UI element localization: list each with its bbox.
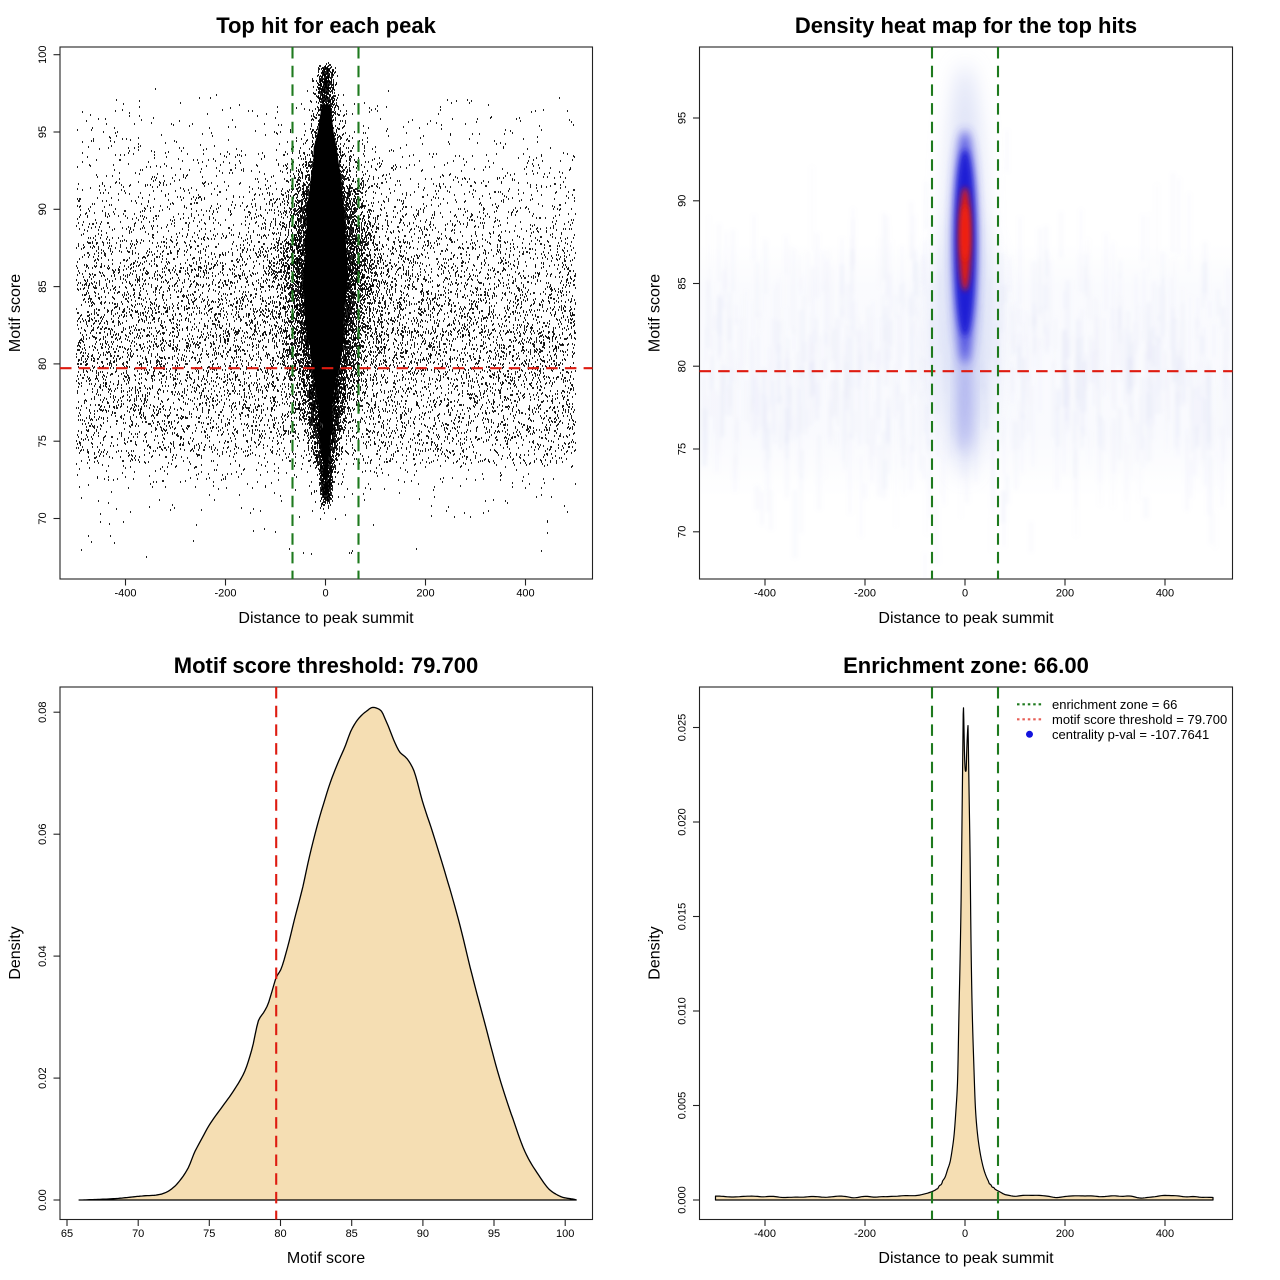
svg-text:Motif score: Motif score — [647, 274, 664, 352]
svg-text:90: 90 — [677, 195, 689, 207]
svg-text:-400: -400 — [754, 588, 776, 600]
svg-text:0: 0 — [962, 1228, 968, 1240]
svg-text:motif score threshold = 79.700: motif score threshold = 79.700 — [1052, 712, 1227, 727]
svg-text:Density: Density — [647, 926, 664, 979]
svg-text:75: 75 — [37, 435, 49, 447]
svg-text:0.02: 0.02 — [37, 1067, 49, 1088]
svg-text:Motif score: Motif score — [7, 274, 24, 352]
svg-text:Distance to peak summit: Distance to peak summit — [878, 1250, 1054, 1267]
svg-text:75: 75 — [203, 1228, 215, 1240]
svg-text:Motif score: Motif score — [287, 1250, 365, 1267]
svg-text:0: 0 — [322, 588, 328, 600]
svg-text:85: 85 — [37, 280, 49, 292]
svg-text:400: 400 — [1156, 588, 1174, 600]
svg-text:Enrichment zone: 66.00: Enrichment zone: 66.00 — [843, 653, 1089, 678]
svg-text:0.020: 0.020 — [677, 808, 689, 836]
svg-text:-400: -400 — [754, 1228, 776, 1240]
svg-text:80: 80 — [274, 1228, 286, 1240]
svg-text:-200: -200 — [854, 1228, 876, 1240]
svg-text:200: 200 — [1056, 588, 1074, 600]
svg-text:0.000: 0.000 — [677, 1186, 689, 1214]
svg-text:100: 100 — [37, 46, 49, 64]
svg-text:-400: -400 — [114, 588, 136, 600]
svg-text:0.06: 0.06 — [37, 823, 49, 844]
svg-text:Distance to peak summit: Distance to peak summit — [238, 610, 414, 627]
svg-text:Density: Density — [7, 926, 24, 979]
svg-text:80: 80 — [677, 360, 689, 372]
svg-text:0.025: 0.025 — [677, 714, 689, 742]
svg-text:200: 200 — [1056, 1228, 1074, 1240]
svg-text:70: 70 — [677, 526, 689, 538]
svg-text:75: 75 — [677, 443, 689, 455]
svg-text:Top hit for each peak: Top hit for each peak — [216, 13, 436, 38]
svg-text:85: 85 — [677, 277, 689, 289]
svg-text:0: 0 — [962, 588, 968, 600]
svg-text:enrichment zone = 66: enrichment zone = 66 — [1052, 697, 1177, 712]
svg-text:-200: -200 — [214, 588, 236, 600]
svg-text:0.00: 0.00 — [37, 1189, 49, 1210]
svg-text:0.005: 0.005 — [677, 1092, 689, 1120]
svg-text:0.04: 0.04 — [37, 945, 49, 966]
svg-text:200: 200 — [416, 588, 434, 600]
svg-text:Motif score threshold: 79.700: Motif score threshold: 79.700 — [174, 653, 478, 678]
svg-text:Density heat map for the top h: Density heat map for the top hits — [795, 13, 1137, 38]
svg-text:0.08: 0.08 — [37, 701, 49, 722]
svg-text:400: 400 — [516, 588, 534, 600]
svg-text:65: 65 — [61, 1228, 73, 1240]
svg-text:70: 70 — [132, 1228, 144, 1240]
svg-text:Distance to peak summit: Distance to peak summit — [878, 610, 1054, 627]
svg-text:95: 95 — [488, 1228, 500, 1240]
svg-text:400: 400 — [1156, 1228, 1174, 1240]
svg-text:80: 80 — [37, 358, 49, 370]
svg-text:0.010: 0.010 — [677, 997, 689, 1025]
svg-text:centrality p-val = -107.7641: centrality p-val = -107.7641 — [1052, 727, 1209, 742]
svg-text:-200: -200 — [854, 588, 876, 600]
svg-text:70: 70 — [37, 512, 49, 524]
svg-text:0.015: 0.015 — [677, 903, 689, 931]
svg-text:90: 90 — [417, 1228, 429, 1240]
svg-text:90: 90 — [37, 203, 49, 215]
svg-text:95: 95 — [677, 112, 689, 124]
svg-text:85: 85 — [346, 1228, 358, 1240]
svg-text:95: 95 — [37, 126, 49, 138]
svg-text:100: 100 — [556, 1228, 574, 1240]
